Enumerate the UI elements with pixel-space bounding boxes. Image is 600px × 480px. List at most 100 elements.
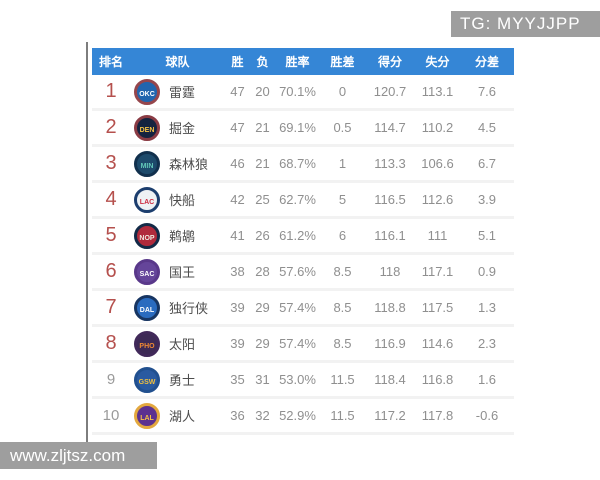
point-diff-cell: 0.9 [477,264,497,279]
point-diff-cell: 7.6 [477,84,497,99]
points-for-cell: 116.9 [374,336,406,351]
rank-number: 4 [105,188,117,210]
table-row[interactable]: 10 LAL 湖人 36 32 52.9% 11.5 117.2 117.8 -… [92,399,514,435]
column-header: 球队 [165,55,190,69]
table-row[interactable]: 5 NOP 鹈鹕 41 26 61.2% 6 116.1 111 5.1 [92,219,514,255]
points-for-cell: 120.7 [373,84,407,99]
points-against-cell: 114.6 [421,336,454,351]
points-against-cell: 110.2 [421,120,454,135]
team-abbr: NOP [139,235,155,242]
points-against-cell: 113.1 [421,84,454,99]
point-diff-cell: 4.5 [477,120,497,135]
games-behind-cell: 1 [338,156,347,171]
team-cell[interactable]: DEN 掘金 [130,114,225,141]
win-pct-cell: 68.7% [279,156,316,171]
team-abbr: LAC [139,199,155,206]
team-logo-icon: PHO [134,330,160,357]
point-diff-cell: 5.1 [477,228,497,243]
rank-number: 10 [102,407,120,424]
win-pct-cell: 62.7% [279,192,316,207]
team-cell[interactable]: SAC 国王 [130,258,225,285]
team-name: 雷霆 [169,85,196,100]
losses-cell: 31 [255,372,270,387]
games-behind-cell: 11.5 [330,408,355,423]
team-abbr: DEN [139,127,155,134]
point-diff-cell: 2.3 [477,336,497,351]
team-logo-icon: LAC [134,186,160,213]
team-cell[interactable]: DAL 独行侠 [130,294,225,321]
wins-cell: 47 [230,120,245,135]
wins-cell: 42 [230,192,245,207]
column-header: 胜 [231,55,244,69]
team-abbr: MIN [140,163,154,170]
rank-number: 2 [105,116,117,138]
table-row[interactable]: 6 SAC 国王 38 28 57.6% 8.5 118 117.1 0.9 [92,255,514,291]
win-pct-cell: 69.1% [279,120,316,135]
games-behind-cell: 11.5 [330,372,355,387]
table-row[interactable]: 9 GSW 勇士 35 31 53.0% 11.5 118.4 116.8 1.… [92,363,514,399]
losses-cell: 29 [255,336,270,351]
point-diff-cell: 1.6 [477,372,497,387]
points-against-cell: 112.6 [421,192,454,207]
table-header-row: 排名 球队 胜负 胜率 胜差 得分 失分 分差 [92,48,514,75]
games-behind-cell: 8.5 [333,336,352,351]
points-for-cell: 117.2 [374,408,406,423]
table-row[interactable]: 8 PHO 太阳 39 29 57.4% 8.5 116.9 114.6 2.3 [92,327,514,363]
team-abbr: SAC [139,271,155,278]
point-diff-cell: 1.3 [477,300,497,315]
team-cell[interactable]: MIN 森林狼 [130,150,225,177]
wins-cell: 47 [230,84,245,99]
point-diff-cell: 6.7 [477,156,497,171]
wins-cell: 46 [230,156,245,171]
wins-cell: 41 [230,228,245,243]
tg-banner: TG: MYYJJPP [451,11,600,37]
table-row[interactable]: 3 MIN 森林狼 46 21 68.7% 1 113.3 106.6 6.7 [92,147,514,183]
rank-number: 6 [105,260,117,282]
win-pct-cell: 57.4% [279,300,316,315]
rank-number: 7 [105,296,117,318]
games-behind-cell: 0 [338,84,347,99]
team-logo-icon: MIN [134,150,160,177]
losses-cell: 28 [255,264,270,279]
points-against-cell: 111 [427,228,448,243]
team-cell[interactable]: LAL 湖人 [130,402,225,429]
team-name: 独行侠 [169,301,209,316]
points-against-cell: 106.6 [421,156,454,171]
team-name: 勇士 [169,373,196,388]
losses-cell: 26 [255,228,270,243]
team-cell[interactable]: GSW 勇士 [130,366,225,393]
column-header: 排名 [98,55,123,69]
table-row[interactable]: 2 DEN 掘金 47 21 69.1% 0.5 114.7 110.2 4.5 [92,111,514,147]
points-for-cell: 116.1 [374,228,406,243]
rank-number: 9 [106,371,116,388]
team-logo-icon: LAL [134,402,160,429]
games-behind-cell: 8.5 [333,300,352,315]
points-against-cell: 116.8 [421,372,454,387]
team-abbr: PHO [139,343,155,350]
wins-cell: 39 [230,300,245,315]
team-name: 森林狼 [169,157,209,172]
win-pct-cell: 57.4% [279,336,316,351]
team-cell[interactable]: NOP 鹈鹕 [130,222,225,249]
games-behind-cell: 5 [338,192,347,207]
table-row[interactable]: 4 LAC 快船 42 25 62.7% 5 116.5 112.6 3.9 [92,183,514,219]
rank-number: 1 [105,80,117,102]
team-abbr: LAL [140,415,154,422]
team-logo-icon: GSW [134,366,160,393]
team-logo-icon: DAL [134,294,160,321]
point-diff-cell: -0.6 [475,408,499,423]
losses-cell: 25 [255,192,270,207]
team-logo-icon: SAC [134,258,160,285]
table-body: 1 OKC 雷霆 47 20 70.1% 0 120.7 113.1 7.6 2… [92,75,514,435]
column-header: 负 [256,55,269,69]
table-row[interactable]: 1 OKC 雷霆 47 20 70.1% 0 120.7 113.1 7.6 [92,75,514,111]
points-for-cell: 116.5 [374,192,406,207]
team-cell[interactable]: LAC 快船 [130,186,225,213]
table-row[interactable]: 7 DAL 独行侠 39 29 57.4% 8.5 118.8 117.5 1.… [92,291,514,327]
team-cell[interactable]: PHO 太阳 [130,330,225,357]
column-header: 得分 [377,55,402,69]
rank-number: 5 [105,224,117,246]
points-for-cell: 118 [379,264,401,279]
team-cell[interactable]: OKC 雷霆 [130,78,225,105]
